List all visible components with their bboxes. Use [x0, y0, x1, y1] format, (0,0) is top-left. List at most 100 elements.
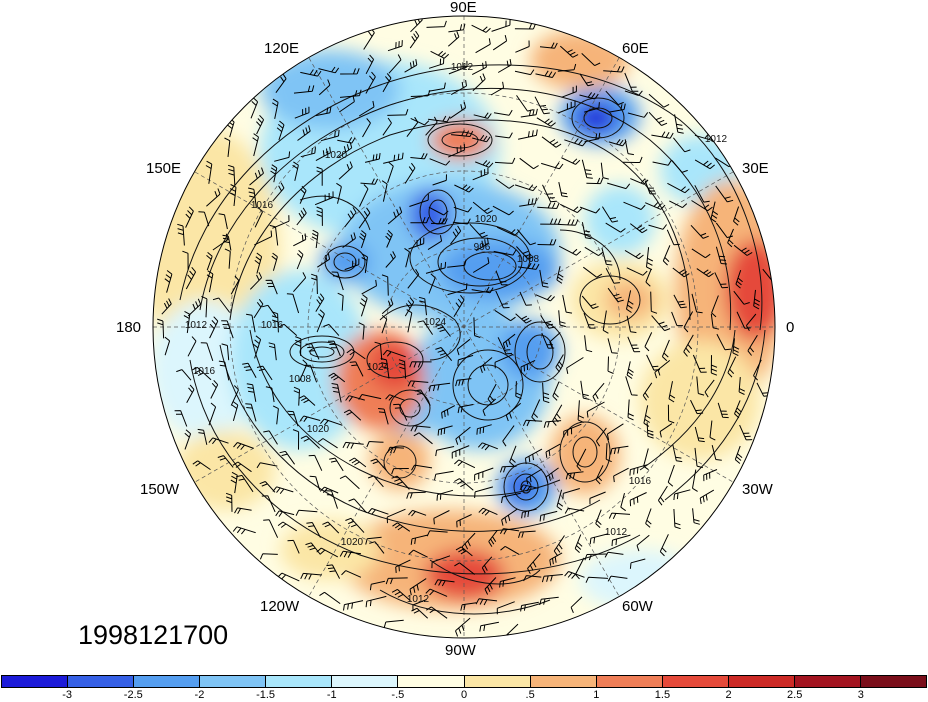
wind-barb — [581, 295, 599, 309]
wind-barb — [369, 580, 386, 591]
wind-barb — [378, 408, 389, 425]
wind-barb — [385, 577, 408, 585]
wind-barb — [518, 262, 540, 270]
wind-barb — [342, 232, 356, 249]
wind-barb — [320, 129, 340, 142]
wind-barb — [337, 137, 356, 144]
wind-barb — [430, 218, 448, 225]
wind-barb — [325, 490, 338, 509]
wind-barb — [261, 495, 276, 513]
wind-barb — [648, 111, 668, 126]
wind-barb — [696, 268, 714, 278]
wind-barb — [562, 488, 580, 500]
wind-barb — [454, 459, 476, 469]
wind-barb — [541, 136, 562, 148]
wind-barb — [319, 591, 341, 605]
wind-barb — [627, 399, 634, 421]
wind-barb — [250, 97, 259, 119]
lon-label-180: 180 — [116, 319, 142, 336]
wind-barb — [404, 247, 410, 268]
wind-barb — [319, 486, 339, 494]
wind-barb — [360, 178, 379, 185]
wind-barb — [472, 167, 489, 181]
legend-tick-label: -2.5 — [123, 689, 143, 701]
wind-barb — [246, 313, 256, 333]
legend-color-box — [2, 676, 69, 687]
wind-barb — [497, 337, 513, 355]
wind-barb — [252, 133, 259, 157]
wind-barb — [623, 201, 646, 210]
wind-barb — [358, 394, 382, 400]
wind-barb — [224, 137, 231, 157]
wind-barb — [434, 470, 454, 481]
wind-barb — [629, 492, 647, 507]
wind-barb — [431, 555, 451, 569]
wind-barb — [417, 320, 434, 335]
wind-barb — [434, 579, 455, 587]
wind-barb — [673, 137, 691, 153]
wind-barb — [536, 117, 556, 127]
wind-barb — [735, 269, 743, 289]
wind-barb — [577, 400, 585, 423]
wind-barb — [671, 160, 688, 173]
wind-barb — [387, 206, 403, 225]
wind-barb — [581, 222, 592, 240]
wind-barb — [404, 162, 416, 184]
wind-barb — [626, 315, 637, 334]
wind-barb — [552, 381, 560, 401]
wind-barb — [410, 217, 430, 224]
wind-barb — [294, 106, 310, 119]
wind-barb — [297, 125, 311, 141]
wind-barb — [650, 291, 658, 314]
wind-barb — [691, 293, 703, 314]
wind-barb — [385, 230, 393, 248]
wind-barb — [295, 509, 318, 516]
lon-label-30e: 30E — [742, 160, 769, 177]
wind-barb — [480, 357, 493, 373]
wind-barb — [380, 358, 390, 379]
wind-barb — [435, 324, 451, 337]
legend-color-box — [68, 676, 135, 687]
wind-barb — [272, 486, 294, 495]
wind-barb — [164, 270, 173, 293]
wind-barb — [206, 270, 214, 293]
wind-barb — [611, 534, 631, 547]
wind-barb — [387, 446, 405, 454]
wind-barb — [385, 394, 405, 401]
wind-barb — [208, 437, 229, 445]
wind-barb — [386, 508, 406, 524]
wind-barb — [662, 245, 671, 266]
wind-barb — [230, 471, 238, 494]
isobar-label: 1012 — [705, 134, 728, 145]
wind-barb — [580, 380, 590, 400]
wind-barb — [711, 295, 719, 318]
wind-barb — [545, 443, 561, 458]
wind-barb — [472, 73, 486, 92]
wind-barb — [589, 533, 608, 545]
wind-barb — [455, 617, 471, 637]
wind-barb — [197, 428, 208, 445]
wind-barb — [516, 246, 534, 260]
isobar-labels: 1012 1020 1016 1012 1020 996 1008 1024 1008 1020 1… — [185, 62, 728, 605]
wind-barb — [474, 467, 494, 481]
wind-barb — [478, 507, 498, 516]
wind-barb — [451, 130, 474, 137]
wind-barb — [221, 343, 230, 361]
wind-barb — [432, 174, 447, 186]
wind-barb — [607, 356, 614, 374]
wind-barb — [365, 536, 382, 545]
wind-barb — [475, 598, 498, 606]
wind-barb — [643, 448, 649, 471]
wind-barb — [673, 508, 681, 530]
wind-barb — [558, 310, 566, 328]
wind-barb — [557, 63, 577, 72]
wind-barb — [626, 267, 648, 276]
wind-barb — [293, 233, 307, 247]
wind-barb — [411, 464, 433, 471]
wind-barb — [374, 341, 383, 361]
wind-barb — [252, 335, 262, 359]
wind-barb — [295, 336, 302, 356]
wind-barb — [287, 539, 300, 554]
wind-barb — [644, 332, 653, 352]
wind-barb — [471, 61, 487, 76]
